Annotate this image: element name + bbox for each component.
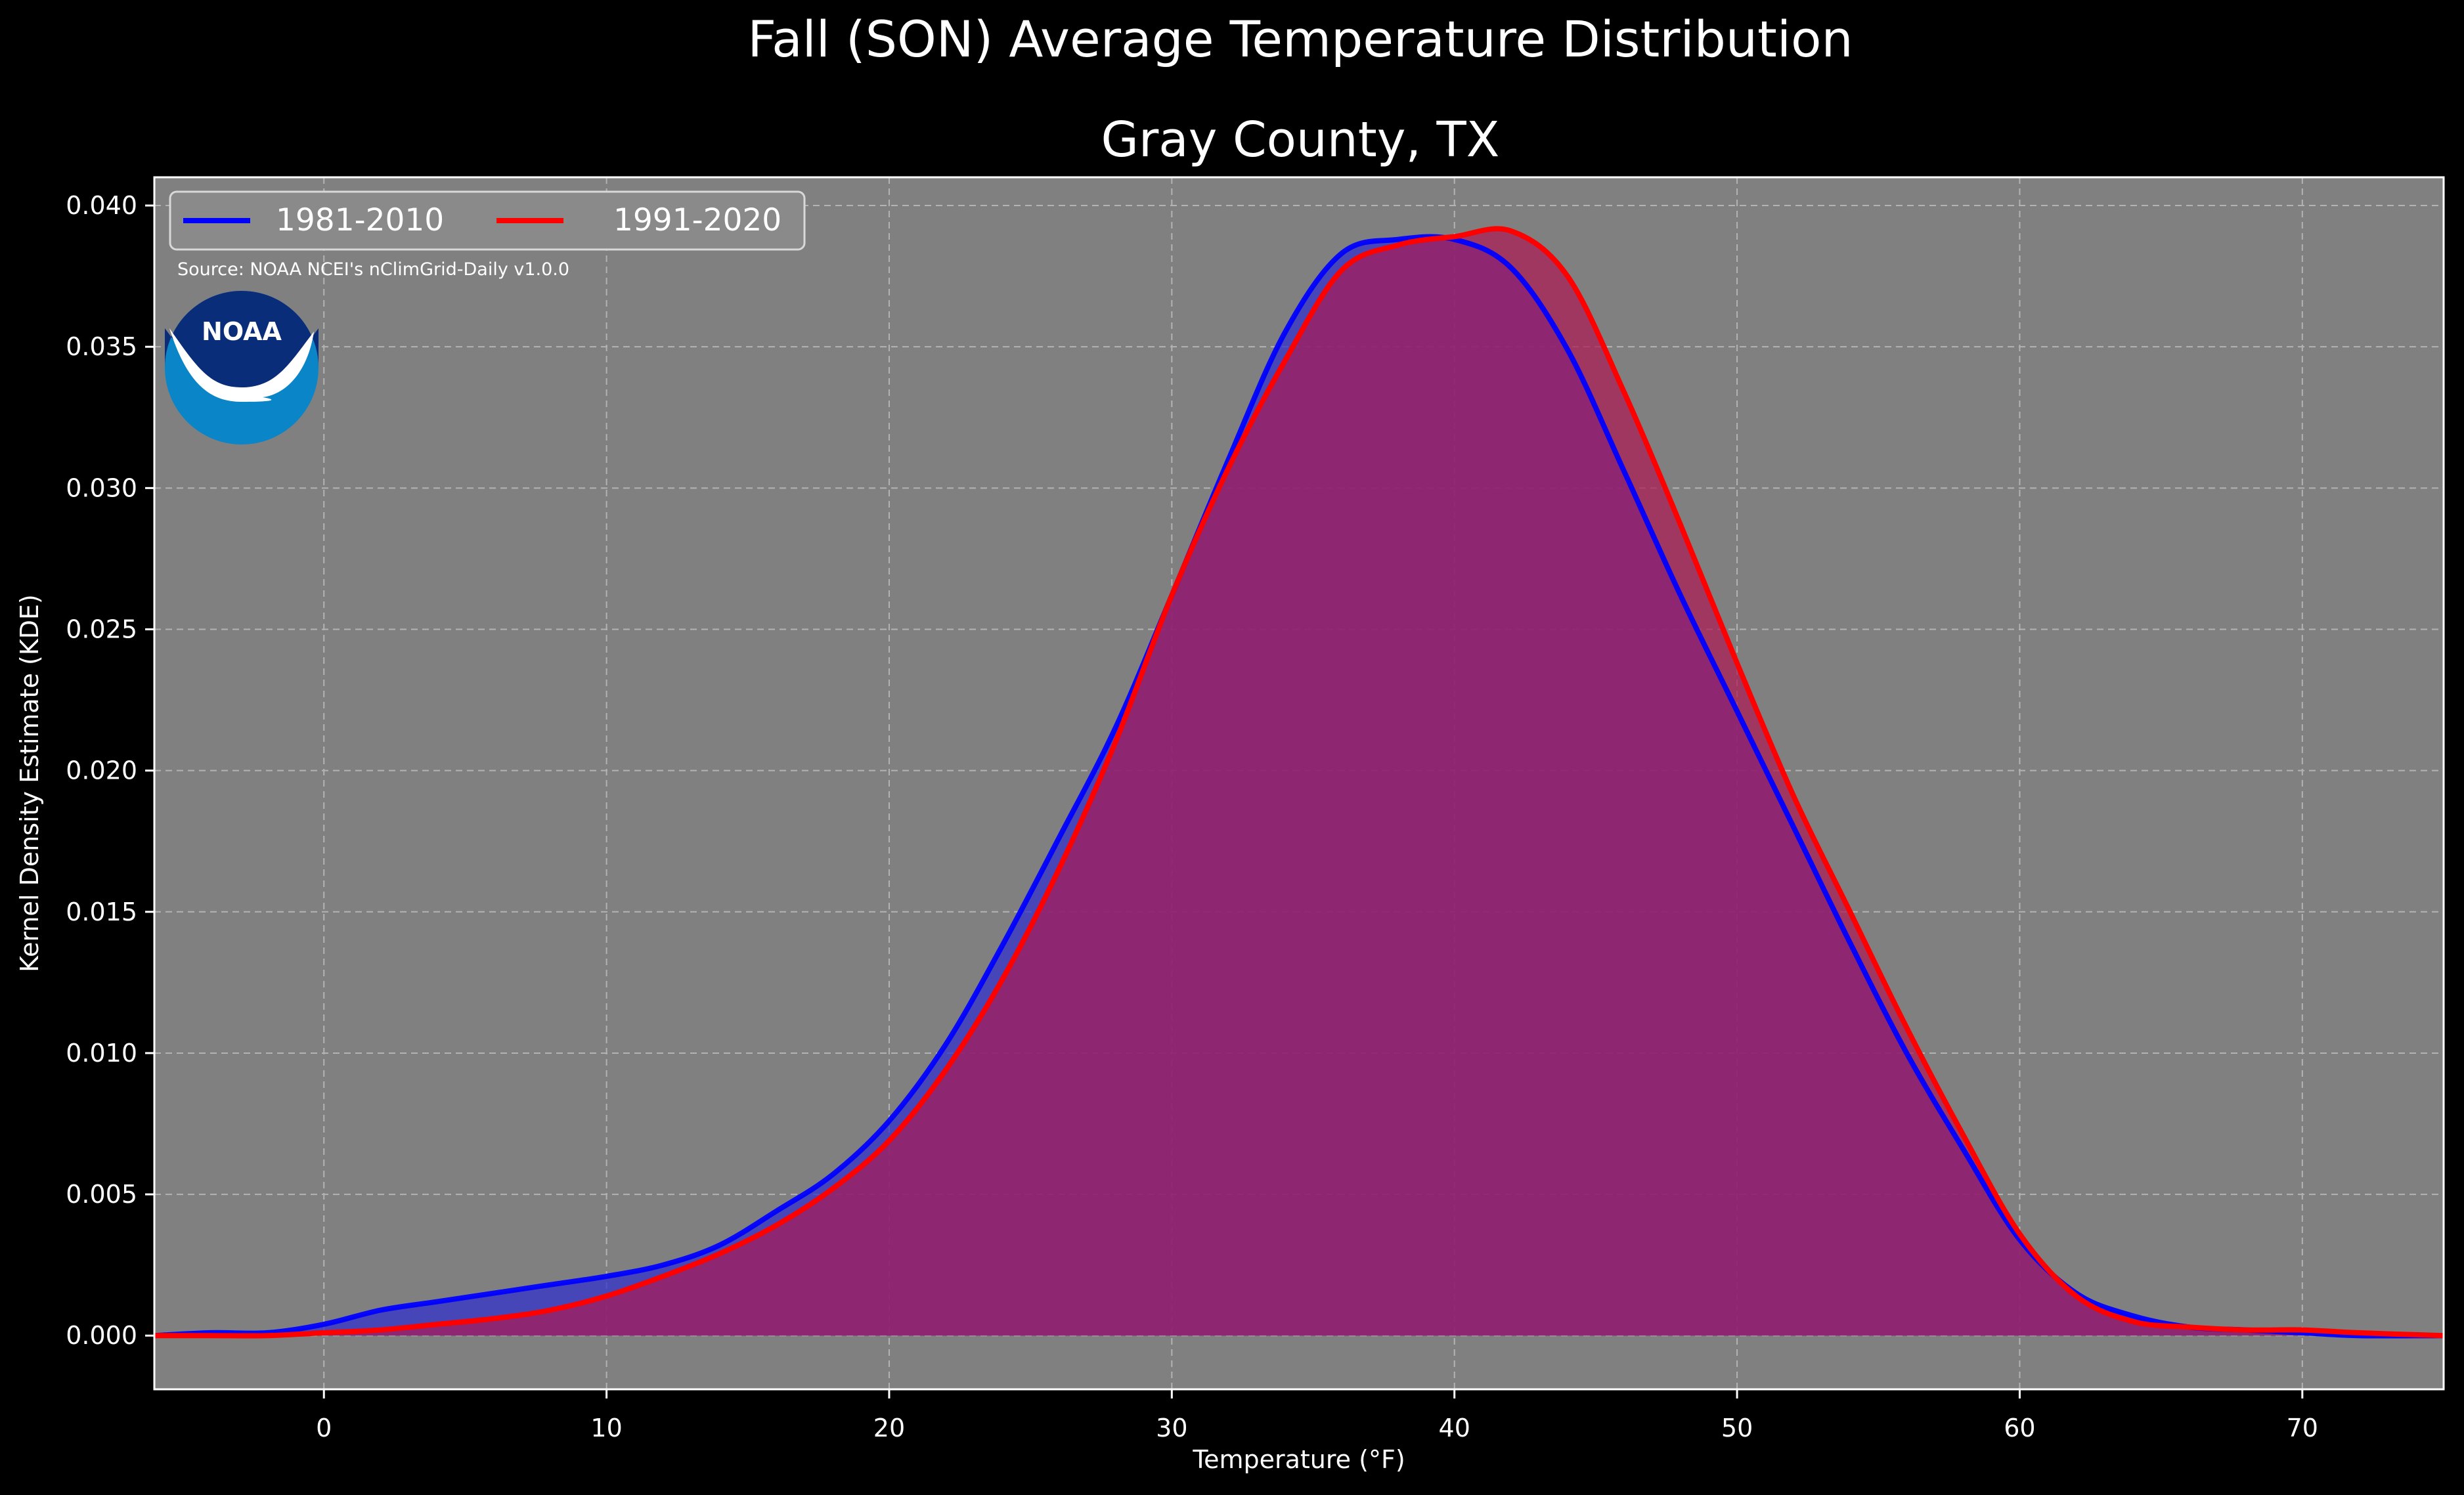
x-tick-label: 70	[2287, 1414, 2318, 1442]
y-axis-ticks: 0.000 0.005 0.010 0.015 0.020 0.025 0.030 0.035…	[66, 191, 154, 1350]
x-tick-label: 60	[2004, 1414, 2035, 1442]
y-tick-label: 0.005	[66, 1180, 137, 1209]
y-tick-label: 0.040	[66, 191, 137, 220]
series-lines	[154, 226, 2444, 1339]
y-tick-label: 0.035	[66, 332, 137, 361]
x-tick-label: 30	[1156, 1414, 1187, 1442]
x-tick-label: 10	[590, 1414, 622, 1442]
x-tick-label: 50	[1721, 1414, 1753, 1442]
y-tick-label: 0.010	[66, 1039, 137, 1068]
noaa-logo: NOAA	[165, 291, 319, 444]
x-axis-label: Temperature (°F)	[1192, 1445, 1405, 1474]
y-tick-label: 0.015	[66, 898, 137, 926]
source-note: Source: NOAA NCEI's nClimGrid-Daily v1.0…	[177, 259, 569, 280]
x-axis-ticks: 0 10 20 30 40 50 60 70	[316, 1389, 2318, 1442]
y-tick-label: 0.000	[66, 1321, 137, 1350]
legend-box	[169, 190, 806, 251]
series-area-1991-2020	[154, 228, 2444, 1336]
noaa-logo-text: NOAA	[202, 317, 282, 346]
x-tick-label: 0	[316, 1414, 332, 1442]
series-line-1981-2010	[154, 234, 2444, 1339]
chart-subtitle: Gray County, TX	[1101, 112, 1500, 168]
plot-frame	[153, 176, 2445, 1391]
legend-label-1991-2020: 1991-2020	[613, 202, 781, 238]
series-line-1991-2020	[154, 226, 2444, 1339]
x-tick-label: 20	[873, 1414, 905, 1442]
y-tick-label: 0.030	[66, 473, 137, 502]
y-tick-label: 0.025	[66, 615, 137, 643]
y-axis-label: Kernel Density Estimate (KDE)	[15, 594, 44, 972]
legend-label-1981-2010: 1981-2010	[276, 202, 444, 238]
x-tick-label: 40	[1439, 1414, 1470, 1442]
chart-title: Fall (SON) Average Temperature Distribut…	[747, 10, 1853, 68]
y-tick-label: 0.020	[66, 756, 137, 785]
legend: 1981-2010 1991-2020	[169, 190, 806, 251]
series-areas	[154, 228, 2444, 1336]
